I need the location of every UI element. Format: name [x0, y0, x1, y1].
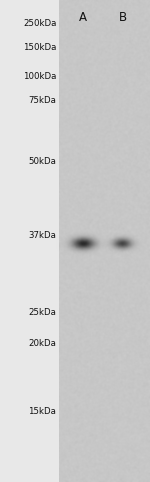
Text: 150kDa: 150kDa	[23, 43, 56, 52]
Text: 100kDa: 100kDa	[23, 72, 56, 80]
Text: 75kDa: 75kDa	[28, 96, 56, 105]
Text: B: B	[119, 11, 127, 24]
Text: 250kDa: 250kDa	[23, 19, 56, 27]
Text: 20kDa: 20kDa	[28, 339, 56, 348]
Text: A: A	[79, 11, 87, 24]
Text: 15kDa: 15kDa	[28, 407, 56, 415]
Text: 25kDa: 25kDa	[28, 308, 56, 317]
Text: 50kDa: 50kDa	[28, 157, 56, 166]
Text: 37kDa: 37kDa	[28, 231, 56, 240]
